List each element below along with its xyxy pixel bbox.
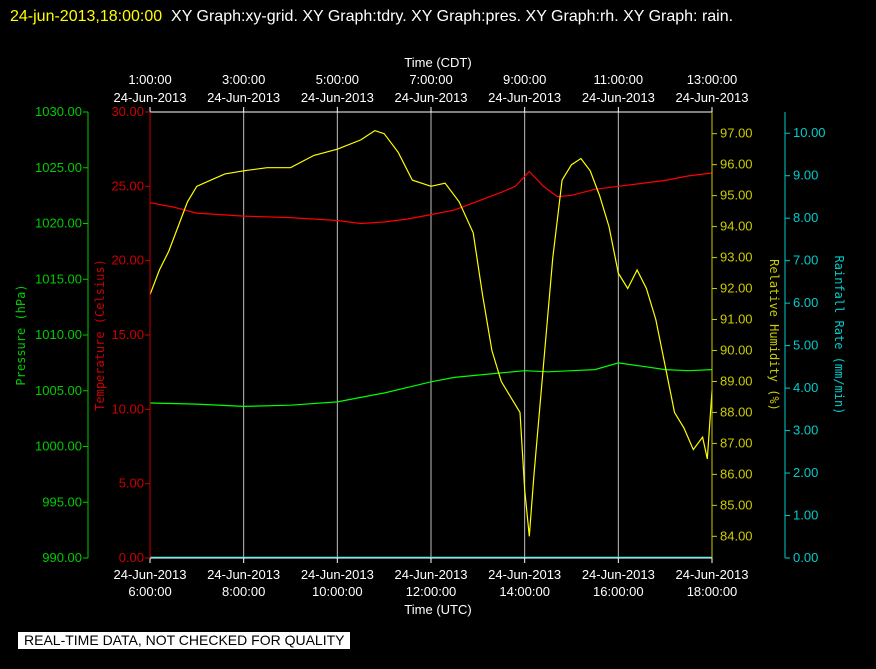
- pressure-tick-label: 1005.00: [35, 383, 82, 398]
- pressure-tick-label: 1015.00: [35, 271, 82, 286]
- humidity-tick-label: 90.00: [720, 342, 753, 357]
- humidity-tick-label: 86.00: [720, 466, 753, 481]
- rainfall-tick-label: 2.00: [793, 465, 818, 480]
- humidity-tick-label: 93.00: [720, 250, 753, 265]
- pressure-tick-label: 1000.00: [35, 439, 82, 454]
- temperature-tick-label: 10.00: [111, 401, 144, 416]
- x-bottom-tick-date: 24-Jun-2013: [114, 567, 187, 582]
- axes-layer: 24-Jun-2013 6:00:00 1:00:00 24-Jun-2013 24-J…: [35, 72, 826, 599]
- x-bottom-tick-time: 10:00:00: [312, 584, 363, 599]
- x-bottom-tick-date: 24-Jun-2013: [582, 567, 655, 582]
- x-bottom-tick-date: 24-Jun-2013: [207, 567, 280, 582]
- humidity-tick-label: 85.00: [720, 497, 753, 512]
- rainfall-tick-label: 10.00: [793, 125, 826, 140]
- humidity-tick-label: 94.00: [720, 219, 753, 234]
- x-top-tick-time: 1:00:00: [128, 72, 171, 87]
- x-bottom-axis-label: Time (UTC): [404, 602, 471, 617]
- x-top-tick-date: 24-Jun-2013: [676, 90, 749, 105]
- rainfall-tick-label: 6.00: [793, 295, 818, 310]
- series-layer: [149, 129, 713, 558]
- pressure-tick-label: 995.00: [42, 494, 82, 509]
- humidity-tick-label: 89.00: [720, 373, 753, 388]
- series-line-pres: [149, 362, 713, 408]
- graph-title: 24-jun-2013,18:00:00 XY Graph:xy-grid. X…: [10, 2, 860, 31]
- x-bottom-tick-date: 24-Jun-2013: [301, 567, 374, 582]
- temperature-tick-label: 15.00: [111, 327, 144, 342]
- x-top-tick-date: 24-Jun-2013: [395, 90, 468, 105]
- x-bottom-tick-time: 18:00:00: [687, 584, 738, 599]
- rainfall-tick-label: 5.00: [793, 338, 818, 353]
- pressure-axis-label: Pressure (hPa): [14, 284, 28, 385]
- temperature-axis-label: Temperature (Celsius): [93, 259, 107, 411]
- x-top-tick-date: 24-Jun-2013: [301, 90, 374, 105]
- x-top-tick-date: 24-Jun-2013: [488, 90, 561, 105]
- pressure-tick-label: 1010.00: [35, 327, 82, 342]
- x-top-tick-time: 9:00:00: [503, 72, 546, 87]
- temperature-tick-label: 0.00: [119, 550, 144, 565]
- graph-timestamp: 24-jun-2013,18:00:00: [10, 8, 163, 25]
- rainfall-tick-label: 3.00: [793, 423, 818, 438]
- x-bottom-tick-time: 16:00:00: [593, 584, 644, 599]
- rainfall-tick-label: 7.00: [793, 253, 818, 268]
- x-bottom-tick-time: 14:00:00: [499, 584, 550, 599]
- humidity-axis-label: Relative Humidity (%): [767, 259, 781, 411]
- pressure-tick-label: 1025.00: [35, 160, 82, 175]
- x-top-tick-time: 7:00:00: [409, 72, 452, 87]
- humidity-tick-label: 88.00: [720, 404, 753, 419]
- series-line-rh: [149, 129, 713, 537]
- pressure-tick-label: 990.00: [42, 550, 82, 565]
- series-line-tdry: [149, 170, 713, 225]
- x-top-tick-time: 5:00:00: [316, 72, 359, 87]
- x-bottom-tick-time: 8:00:00: [222, 584, 265, 599]
- x-top-tick-date: 24-Jun-2013: [582, 90, 655, 105]
- temperature-tick-label: 5.00: [119, 476, 144, 491]
- humidity-tick-label: 91.00: [720, 312, 753, 327]
- rainfall-axis-label: Rainfall Rate (mm/min): [832, 256, 846, 415]
- humidity-tick-label: 87.00: [720, 435, 753, 450]
- graph-list: XY Graph:xy-grid. XY Graph:tdry. XY Grap…: [171, 8, 734, 25]
- x-top-tick-time: 13:00:00: [687, 72, 738, 87]
- temperature-tick-label: 20.00: [111, 253, 144, 268]
- humidity-tick-label: 95.00: [720, 188, 753, 203]
- x-top-axis-label: Time (CDT): [404, 55, 471, 70]
- x-top-tick-time: 11:00:00: [594, 72, 644, 87]
- x-top-tick-time: 3:00:00: [222, 72, 265, 87]
- temperature-tick-label: 25.00: [111, 178, 144, 193]
- x-bottom-tick-date: 24-Jun-2013: [395, 567, 468, 582]
- quality-notice: REAL-TIME DATA, NOT CHECKED FOR QUALITY: [18, 632, 351, 649]
- x-bottom-tick-date: 24-Jun-2013: [676, 567, 749, 582]
- rainfall-tick-label: 0.00: [793, 550, 818, 565]
- x-top-tick-date: 24-Jun-2013: [114, 90, 187, 105]
- rainfall-tick-label: 1.00: [793, 508, 818, 523]
- x-bottom-tick-time: 6:00:00: [128, 584, 171, 599]
- humidity-tick-label: 97.00: [720, 126, 753, 141]
- rainfall-tick-label: 8.00: [793, 210, 818, 225]
- rainfall-tick-label: 4.00: [793, 380, 818, 395]
- x-top-tick-date: 24-Jun-2013: [207, 90, 280, 105]
- x-bottom-tick-date: 24-Jun-2013: [488, 567, 561, 582]
- temperature-tick-label: 30.00: [111, 104, 144, 119]
- humidity-tick-label: 96.00: [720, 157, 753, 172]
- humidity-tick-label: 84.00: [720, 528, 753, 543]
- humidity-tick-label: 92.00: [720, 281, 753, 296]
- pressure-tick-label: 1030.00: [35, 104, 82, 119]
- rainfall-tick-label: 9.00: [793, 168, 818, 183]
- pressure-tick-label: 1020.00: [35, 216, 82, 231]
- x-bottom-tick-time: 12:00:00: [406, 584, 457, 599]
